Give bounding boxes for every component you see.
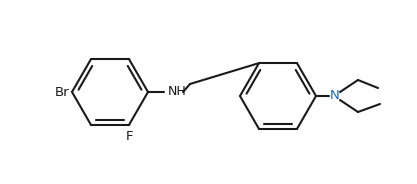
Text: Br: Br bbox=[54, 86, 69, 98]
Text: F: F bbox=[126, 130, 134, 143]
Text: N: N bbox=[330, 89, 340, 102]
Text: NH: NH bbox=[168, 84, 187, 98]
